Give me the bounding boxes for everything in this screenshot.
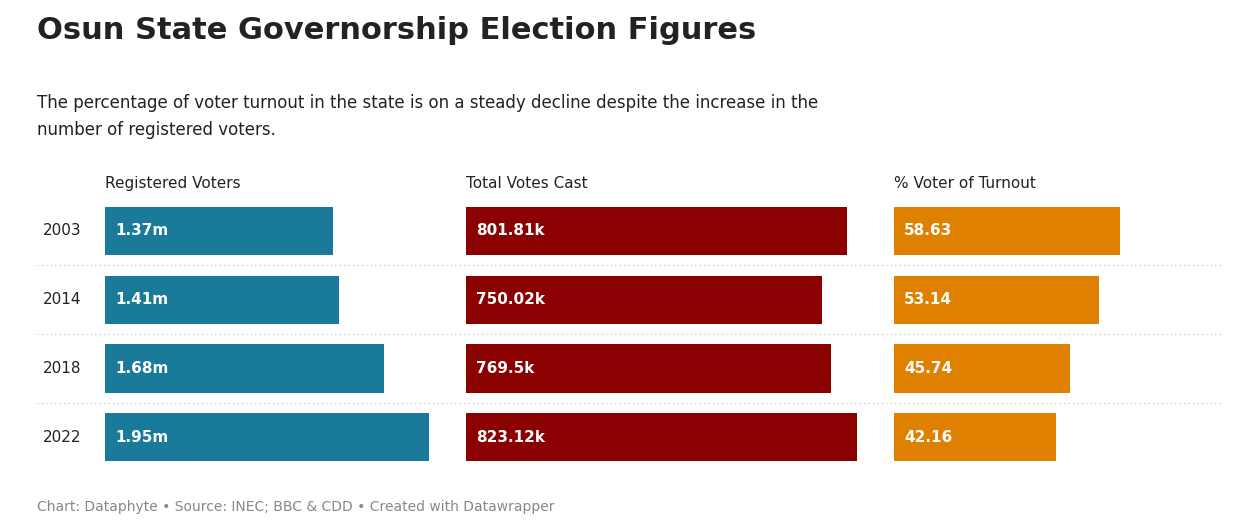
Text: 801.81k: 801.81k <box>476 223 544 238</box>
Text: 2003: 2003 <box>43 223 82 238</box>
Text: Osun State Governorship Election Figures: Osun State Governorship Election Figures <box>37 16 756 45</box>
FancyBboxPatch shape <box>894 413 1057 461</box>
Text: 2018: 2018 <box>43 361 82 376</box>
Text: 823.12k: 823.12k <box>476 430 545 445</box>
Text: 1.68m: 1.68m <box>115 361 168 376</box>
FancyBboxPatch shape <box>105 276 339 324</box>
Text: 53.14: 53.14 <box>904 292 952 307</box>
Text: 2022: 2022 <box>43 430 82 445</box>
Text: 45.74: 45.74 <box>904 361 952 376</box>
FancyBboxPatch shape <box>105 344 384 392</box>
Text: The percentage of voter turnout in the state is on a steady decline despite the : The percentage of voter turnout in the s… <box>37 94 818 139</box>
Text: 750.02k: 750.02k <box>476 292 545 307</box>
Text: 2014: 2014 <box>43 292 82 307</box>
Text: 1.41m: 1.41m <box>115 292 168 307</box>
Text: Chart: Dataphyte • Source: INEC; BBC & CDD • Created with Datawrapper: Chart: Dataphyte • Source: INEC; BBC & C… <box>37 499 555 514</box>
FancyBboxPatch shape <box>466 207 847 255</box>
FancyBboxPatch shape <box>466 276 822 324</box>
Text: 1.95m: 1.95m <box>115 430 168 445</box>
Text: % Voter of Turnout: % Voter of Turnout <box>894 176 1036 191</box>
FancyBboxPatch shape <box>105 207 332 255</box>
Text: 1.37m: 1.37m <box>115 223 168 238</box>
Text: Registered Voters: Registered Voters <box>105 176 241 191</box>
FancyBboxPatch shape <box>894 344 1070 392</box>
Text: 58.63: 58.63 <box>904 223 952 238</box>
Text: 42.16: 42.16 <box>904 430 952 445</box>
FancyBboxPatch shape <box>894 276 1099 324</box>
FancyBboxPatch shape <box>466 413 857 461</box>
Text: Total Votes Cast: Total Votes Cast <box>466 176 587 191</box>
FancyBboxPatch shape <box>466 344 832 392</box>
Text: 769.5k: 769.5k <box>476 361 534 376</box>
FancyBboxPatch shape <box>894 207 1120 255</box>
FancyBboxPatch shape <box>105 413 429 461</box>
